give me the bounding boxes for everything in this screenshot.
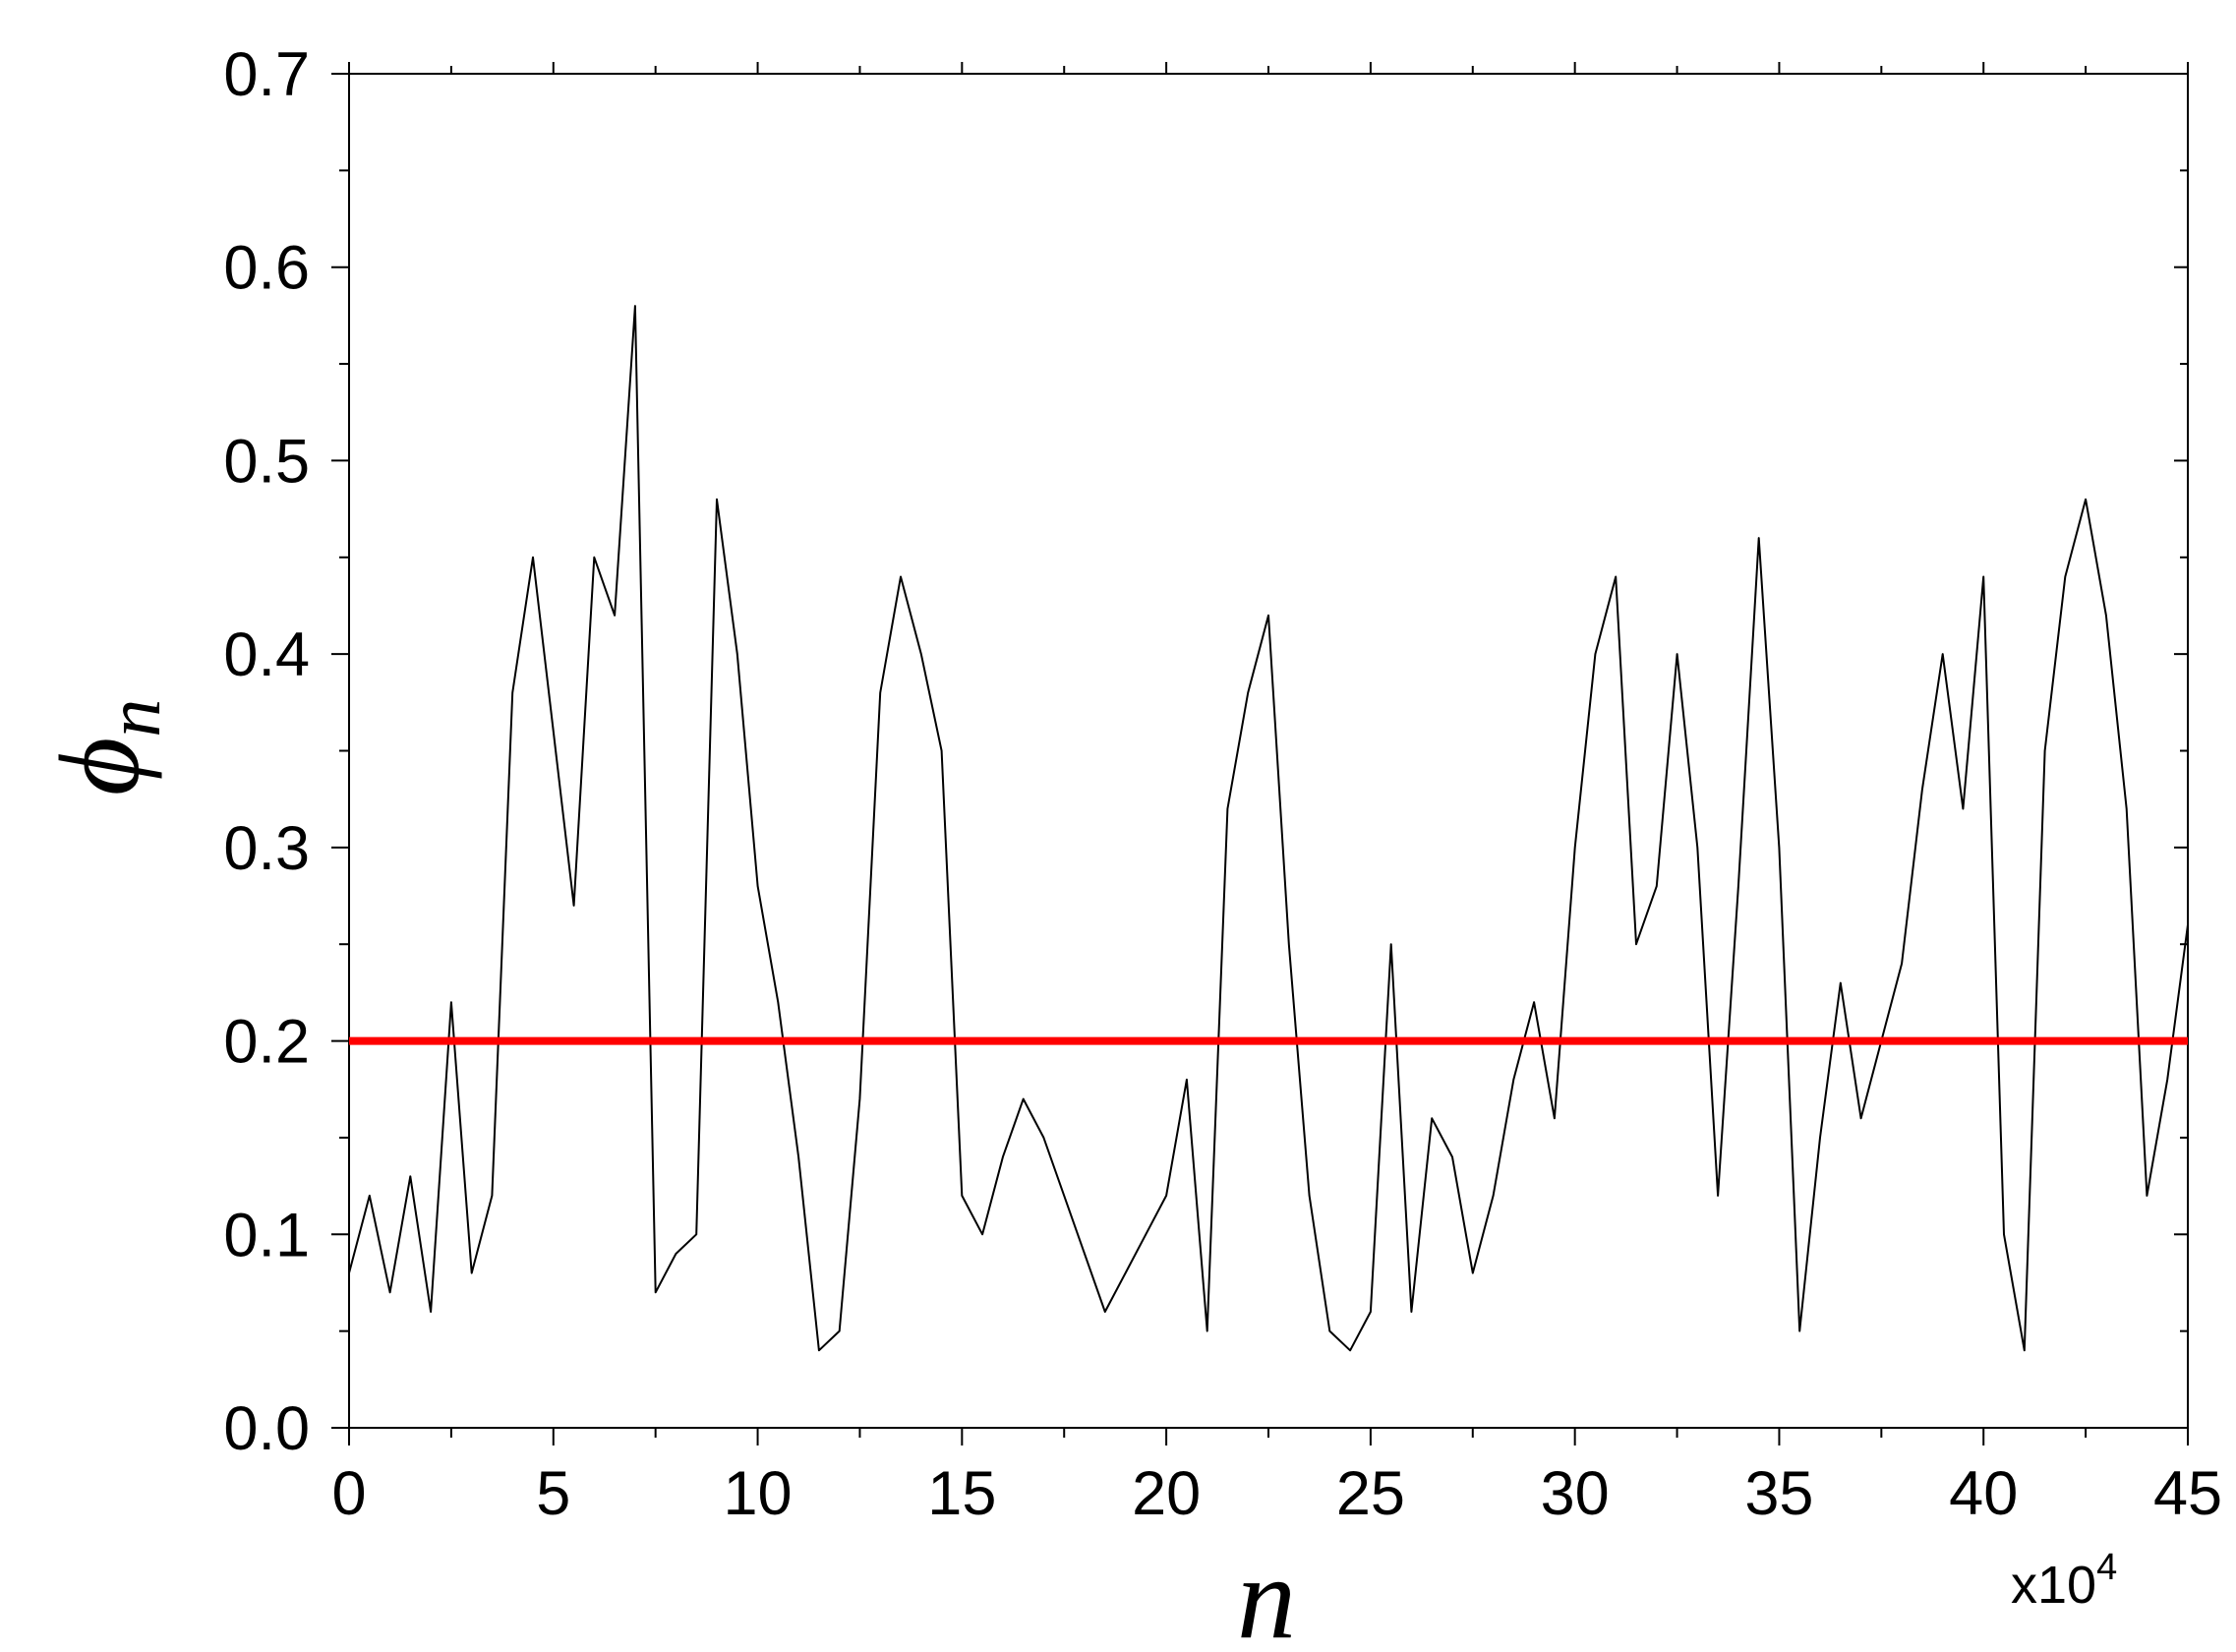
x-axis-multiplier-exponent: 4	[2096, 1547, 2117, 1588]
y-tick-label: 0.5	[223, 427, 310, 496]
y-tick-label: 0.6	[223, 234, 310, 303]
phi-series-line	[348, 305, 2189, 1352]
x-tick-label: 40	[1949, 1459, 2018, 1528]
y-tick-label: 0.1	[223, 1201, 310, 1269]
y-tick-label: 0.2	[223, 1008, 310, 1077]
x-tick-label: 10	[724, 1459, 793, 1528]
x-tick-label: 25	[1336, 1459, 1405, 1528]
y-tick-label: 0.4	[223, 620, 310, 689]
x-tick-label: 5	[536, 1459, 570, 1528]
y-tick-label: 0.0	[223, 1394, 310, 1463]
x-tick-label: 15	[927, 1459, 996, 1528]
x-axis-label: n	[1237, 1532, 1296, 1652]
y-tick-label: 0.3	[223, 814, 310, 883]
y-axis-label-subscript: n	[90, 699, 176, 738]
svg-text:ϕn: ϕn	[37, 699, 176, 796]
y-axis-label-symbol: ϕ	[37, 738, 162, 796]
y-axis-label: ϕn	[37, 699, 176, 796]
ticks	[331, 62, 2189, 1446]
x-tick-label: 45	[2153, 1459, 2222, 1528]
y-tick-label: 0.7	[223, 40, 310, 109]
tick-labels: 0 5 10 15 20 25 30 35 40 45 0.0 0.1 0.2 0.3 0.4 0.5 0.6 0…	[223, 40, 2222, 1528]
x-tick-label: 0	[331, 1459, 366, 1528]
plot-frame	[348, 73, 2189, 1429]
x-tick-label: 30	[1541, 1459, 1610, 1528]
x-axis-multiplier-base: x10	[2011, 1556, 2096, 1615]
x-tick-label: 35	[1744, 1459, 1813, 1528]
x-tick-label: 20	[1132, 1459, 1201, 1528]
series-layer	[348, 305, 2189, 1352]
x-axis-multiplier: x104	[2011, 1547, 2117, 1615]
